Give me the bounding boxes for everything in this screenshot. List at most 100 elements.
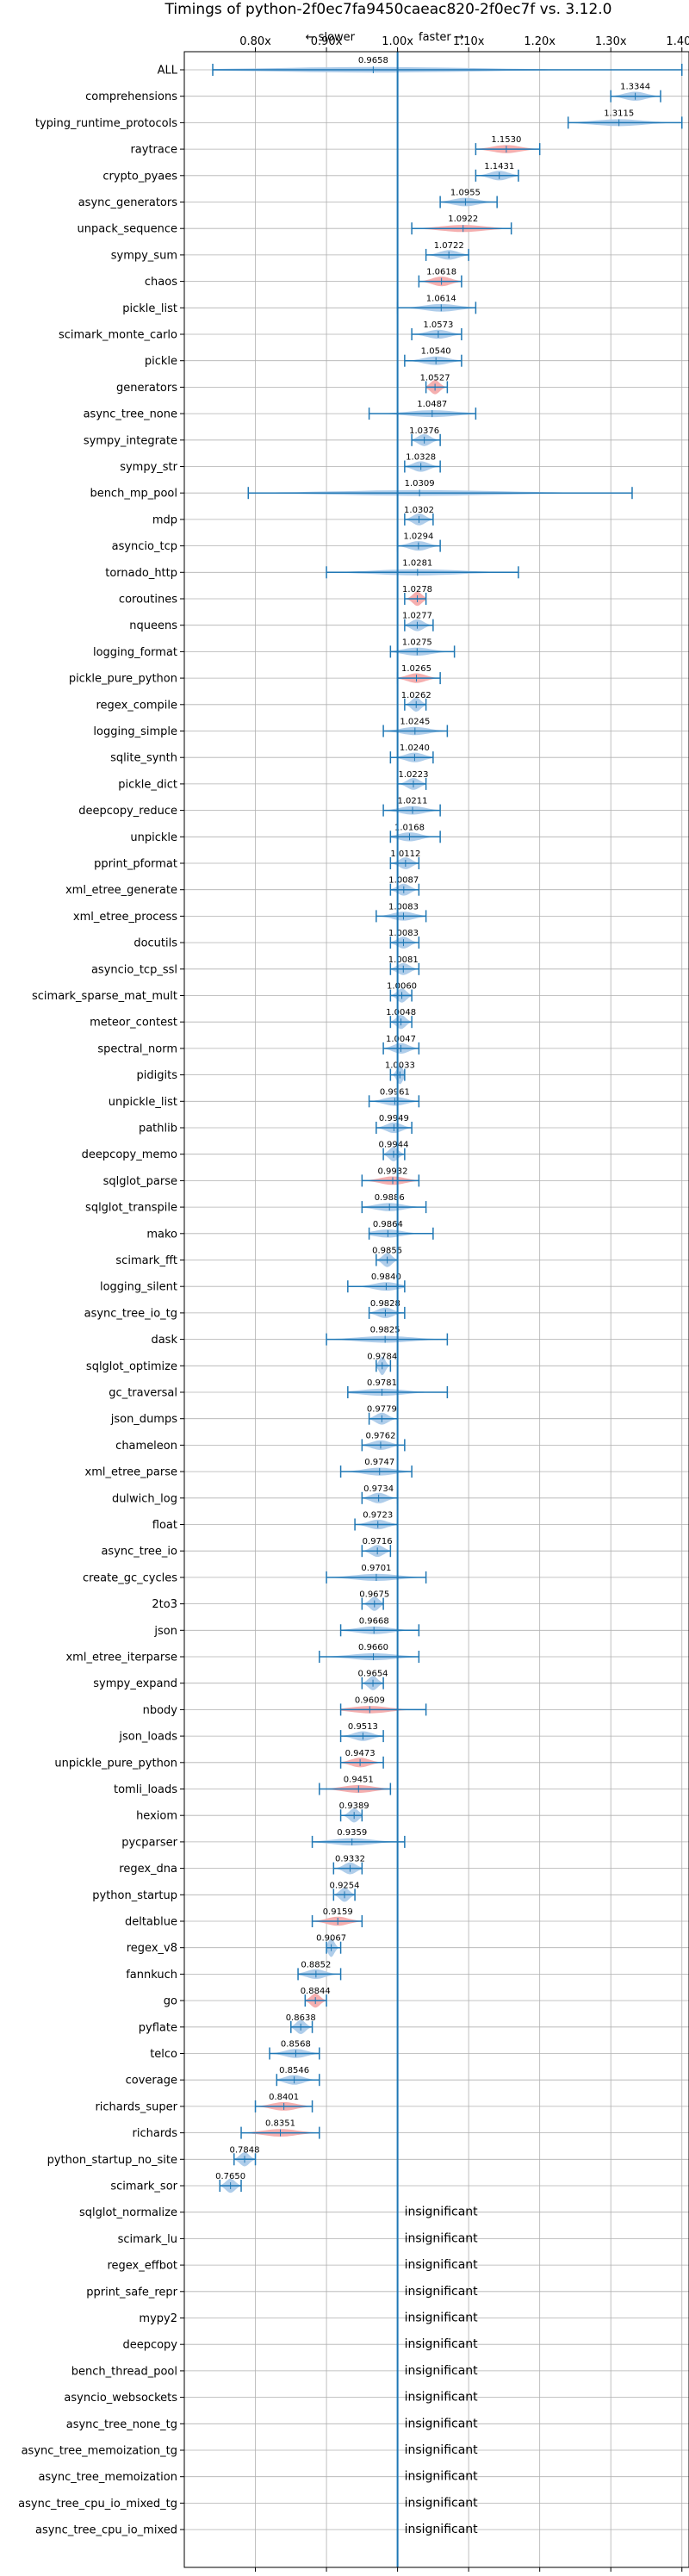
value-label: 1.0618: [426, 268, 456, 277]
value-label: 1.0376: [409, 426, 439, 436]
insignificant-label: insignificant: [405, 2496, 479, 2510]
value-label: 1.0281: [402, 558, 432, 568]
insignificant-label: insignificant: [405, 2523, 479, 2536]
value-label: 1.0083: [388, 929, 419, 938]
value-label: 0.8852: [301, 1960, 331, 1969]
benchmark-label: deltablue: [125, 1916, 177, 1929]
benchmark-label: regex_effbot: [107, 2260, 177, 2273]
benchmark-label: comprehensions: [85, 90, 177, 103]
benchmark-label: crypto_pyaes: [102, 170, 177, 183]
benchmark-label: xml_etree_process: [73, 911, 177, 924]
value-label: 0.9864: [373, 1220, 403, 1229]
value-label: 1.1431: [484, 162, 514, 171]
insignificant-label: insignificant: [405, 2417, 479, 2430]
benchmark-label: richards_super: [95, 2100, 177, 2113]
value-label: 0.9949: [379, 1114, 409, 1123]
value-label: 0.9825: [370, 1326, 400, 1335]
x-tick-label-top: 1.30x: [595, 35, 627, 48]
benchmark-label: mdp: [152, 513, 177, 526]
benchmark-label: async_tree_cpu_io_mixed: [35, 2524, 177, 2537]
benchmark-label: go: [164, 1995, 177, 2008]
value-label: 0.9609: [355, 1696, 385, 1705]
insignificant-label: insignificant: [405, 2364, 479, 2378]
benchmark-label: json_loads: [118, 1731, 177, 1744]
value-label: 0.9886: [375, 1193, 405, 1203]
benchmark-label: unpickle_pure_python: [54, 1757, 177, 1770]
value-label: 0.9451: [344, 1776, 374, 1785]
value-label: 0.9658: [358, 56, 388, 65]
benchmark-label: sqlglot_transpile: [85, 1202, 177, 1215]
insignificant-label: insignificant: [405, 2206, 479, 2219]
value-label: 1.0047: [386, 1035, 416, 1044]
value-label: 0.9784: [367, 1352, 397, 1361]
value-label: 1.0487: [417, 400, 447, 409]
x-tick-label-top: 1.40x: [666, 35, 689, 48]
value-label: 1.0168: [394, 823, 425, 832]
value-label: 0.9675: [359, 1590, 389, 1600]
value-label: 0.9668: [359, 1616, 389, 1626]
benchmark-label: regex_compile: [96, 699, 177, 712]
value-label: 1.0033: [385, 1061, 415, 1071]
benchmark-label: deepcopy: [122, 2339, 177, 2352]
slower-annotation: ← slower: [306, 31, 356, 44]
benchmark-label: unpickle_list: [109, 1096, 177, 1109]
benchmark-label: pickle_pure_python: [69, 673, 177, 686]
benchmark-label: sympy_integrate: [84, 434, 177, 447]
benchmark-label: pathlib: [139, 1123, 177, 1136]
value-label: 1.0328: [406, 453, 436, 463]
benchmark-label: json_dumps: [110, 1413, 177, 1426]
value-label: 0.9654: [358, 1670, 388, 1679]
benchmark-label: xml_etree_iterparse: [65, 1652, 177, 1664]
benchmark-label: unpickle: [130, 831, 177, 844]
benchmark-label: sympy_sum: [111, 249, 177, 262]
value-label: 1.0294: [403, 532, 433, 542]
x-tick-label-top: 1.10x: [453, 35, 485, 48]
value-label: 0.8401: [269, 2093, 299, 2102]
benchmark-label: pprint_safe_repr: [86, 2286, 177, 2299]
benchmark-label: generators: [116, 382, 177, 395]
value-label: 1.0112: [390, 849, 420, 859]
insignificant-label: insignificant: [405, 2391, 479, 2405]
benchmark-label: dulwich_log: [112, 1492, 177, 1505]
benchmark-label: tomli_loads: [114, 1783, 177, 1796]
benchmark-label: pickle_dict: [118, 778, 177, 791]
x-tick-label-top: 0.80x: [239, 35, 271, 48]
benchmark-label: chaos: [145, 276, 177, 289]
benchmark-label: sympy_expand: [93, 1677, 177, 1690]
benchmark-label: pprint_pformat: [94, 858, 177, 871]
value-label: 0.9389: [339, 1801, 369, 1811]
value-label: 0.9762: [365, 1431, 395, 1440]
benchmark-label: deepcopy_reduce: [78, 805, 177, 818]
benchmark-label: python_startup: [92, 1889, 177, 1902]
benchmark-label: sqlite_synth: [110, 752, 177, 765]
value-label: 0.9828: [370, 1299, 400, 1309]
insignificant-label: insignificant: [405, 2285, 479, 2299]
benchmark-label: pycparser: [121, 1836, 177, 1849]
x-tick-label-top: 1.20x: [524, 35, 556, 48]
value-label: 0.9779: [367, 1405, 397, 1415]
value-label: 1.0048: [386, 1008, 416, 1017]
benchmark-label: ALL: [158, 65, 178, 78]
benchmark-label: async_tree_memoization: [38, 2471, 177, 2484]
value-label: 1.0265: [401, 664, 431, 674]
value-label: 0.8844: [301, 1987, 331, 1996]
benchmark-label: mako: [146, 1228, 177, 1241]
value-label: 1.0262: [401, 691, 431, 700]
x-tick-label-top: 0.90x: [311, 35, 343, 48]
value-label: 0.8546: [279, 2066, 309, 2075]
benchmark-label: asyncio_tcp: [112, 540, 177, 553]
value-label: 0.9781: [367, 1378, 397, 1388]
insignificant-label: insignificant: [405, 2443, 479, 2457]
benchmark-label: async_tree_memoization_tg: [22, 2445, 177, 2458]
value-label: 1.0955: [450, 189, 481, 198]
value-label: 0.9932: [377, 1167, 407, 1176]
value-label: 0.9734: [363, 1484, 394, 1494]
value-label: 1.0240: [400, 744, 430, 753]
benchmark-label: chameleon: [115, 1440, 177, 1453]
benchmark-label: deepcopy_memo: [82, 1148, 177, 1161]
benchmark-label: logging_silent: [100, 1281, 177, 1294]
benchmark-label: logging_simple: [93, 725, 177, 738]
benchmark-label: scimark_lu: [118, 2233, 177, 2246]
value-label: 1.0245: [400, 718, 430, 727]
value-label: 0.9067: [316, 1934, 346, 1944]
